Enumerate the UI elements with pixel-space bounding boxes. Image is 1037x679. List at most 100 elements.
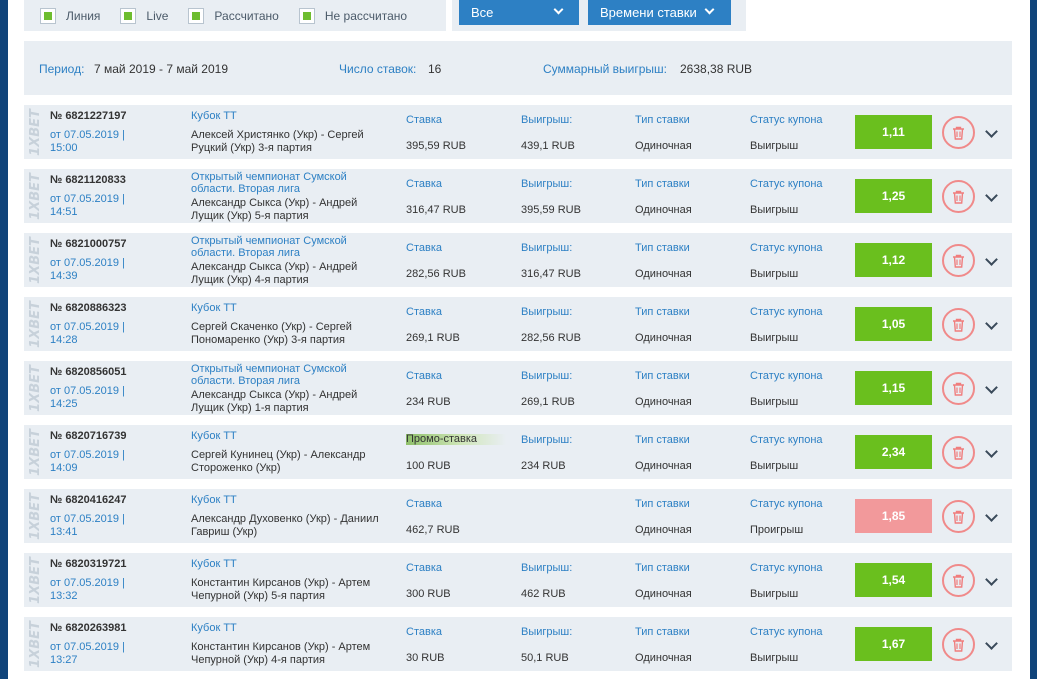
league-link[interactable]: Кубок ТТ [191,622,237,634]
expand-chevron-icon[interactable] [985,317,998,330]
bet-type-header: Тип ставки [635,434,690,446]
promo-badge: Промо-ставка [406,434,506,445]
bet-id: № 6820886323 [50,302,127,314]
delete-button[interactable] [942,564,975,597]
event-name: Константин Кирсанов (Укр) - Артем Чепурн… [191,577,371,602]
bet-row[interactable]: 1XBET № 6821227197 от 07.05.2019 | 15:00 Ку… [24,105,1012,159]
stake-value: 300 RUB [406,588,451,600]
delete-button[interactable] [942,308,975,341]
event-name: Константин Кирсанов (Укр) - Артем Чепурн… [191,641,371,666]
win-value: 316,47 RUB [521,268,581,280]
brand-logo-text: 1XBET [27,556,43,604]
filter-line[interactable]: Линия [40,7,100,24]
delete-button[interactable] [942,180,975,213]
stake-value: 269,1 RUB [406,332,460,344]
bet-row[interactable]: 1XBET № 6820716739 от 07.05.2019 | 14:09 Ку… [24,425,1012,479]
stake-header: Ставка [406,626,442,638]
trash-icon [952,254,965,268]
league-link[interactable]: Открытый чемпионат Сумской области. Втор… [191,171,347,195]
win-value: 282,56 RUB [521,332,581,344]
coupon-status-header: Статус купона [750,498,823,510]
odds-badge: 1,12 [855,243,932,277]
odds-badge: 1,85 [855,499,932,533]
filter-unsettled-checkbox[interactable] [298,7,315,24]
delete-button[interactable] [942,244,975,277]
delete-button[interactable] [942,372,975,405]
odds-badge: 1,54 [855,563,932,597]
win-header: Выигрыш: [521,434,573,446]
stake-header: Ставка [406,178,442,190]
event-name: Александр Сыкса (Укр) - Андрей Лущик (Ук… [191,389,358,414]
coupon-status-header: Статус купона [750,562,823,574]
delete-button[interactable] [942,116,975,149]
event-name: Александр Сыкса (Укр) - Андрей Лущик (Ук… [191,197,358,222]
delete-button[interactable] [942,500,975,533]
filter-live[interactable]: Live [120,7,168,24]
league-link[interactable]: Открытый чемпионат Сумской области. Втор… [191,235,347,259]
stake-header: Ставка [406,306,442,318]
brand-logo-text: 1XBET [27,620,43,668]
bet-type-header: Тип ставки [635,498,690,510]
trash-icon [952,446,965,460]
bet-type-value: Одиночная [635,204,692,216]
event-name: Сергей Кунинец (Укр) - Александр Стороже… [191,449,366,474]
brand-logo-text: 1XBET [27,236,43,284]
event-name: Сергей Скаченко (Укр) - Сергей Пономарен… [191,321,352,346]
win-header: Выигрыш: [521,306,573,318]
bet-row[interactable]: 1XBET № 6820886323 от 07.05.2019 | 14:28 Ку… [24,297,1012,351]
bet-type-value: Одиночная [635,396,692,408]
bet-row[interactable]: 1XBET № 6821120833 от 07.05.2019 | 14:51 От… [24,169,1012,223]
expand-chevron-icon[interactable] [985,509,998,522]
bet-date: от 07.05.2019 | 14:09 [50,449,125,474]
bet-type-value: Одиночная [635,460,692,472]
trash-icon [952,382,965,396]
bet-type-header: Тип ставки [635,242,690,254]
bet-row[interactable]: 1XBET № 6821000757 от 07.05.2019 | 14:39 От… [24,233,1012,287]
bet-type-value: Одиночная [635,524,692,536]
bet-date: от 07.05.2019 | 14:39 [50,257,125,282]
bet-row[interactable]: 1XBET № 6820319721 от 07.05.2019 | 13:32 Ку… [24,553,1012,607]
league-link[interactable]: Кубок ТТ [191,430,237,442]
league-link[interactable]: Открытый чемпионат Сумской области. Втор… [191,363,347,387]
event-name: Александр Духовенко (Укр) - Даниил Гаври… [191,513,379,538]
expand-chevron-icon[interactable] [985,125,998,138]
league-link[interactable]: Кубок ТТ [191,302,237,314]
expand-chevron-icon[interactable] [985,445,998,458]
event-name: Алексей Христянко (Укр) - Сергей Руцкий … [191,129,364,154]
bet-date: от 07.05.2019 | 14:28 [50,321,125,346]
filter-settled[interactable]: Рассчитано [188,7,279,24]
coupon-status-value: Выигрыш [750,588,799,600]
expand-chevron-icon[interactable] [985,253,998,266]
trash-icon [952,190,965,204]
league-link[interactable]: Кубок ТТ [191,110,237,122]
summary-bar: Период: 7 май 2019 - 7 май 2019 Число ст… [24,41,1012,95]
bet-row[interactable]: 1XBET № 6820416247 от 07.05.2019 | 13:41 Ку… [24,489,1012,543]
filter-settled-checkbox[interactable] [188,7,205,24]
league-link[interactable]: Кубок ТТ [191,558,237,570]
bet-type-select[interactable]: Все [459,0,579,25]
delete-button[interactable] [942,628,975,661]
filter-unsettled[interactable]: Не рассчитано [298,7,407,24]
expand-chevron-icon[interactable] [985,381,998,394]
delete-button[interactable] [942,436,975,469]
bet-date: от 07.05.2019 | 13:27 [50,641,125,666]
expand-chevron-icon[interactable] [985,573,998,586]
bet-row[interactable]: 1XBET № 6820263981 от 07.05.2019 | 13:27 Ку… [24,617,1012,671]
league-link[interactable]: Кубок ТТ [191,494,237,506]
bet-type-select-value: Все [471,5,494,20]
filter-line-checkbox[interactable] [40,7,56,24]
select-bar: Все Времени ставки [452,0,746,31]
sort-time-select-value: Времени ставки [600,5,697,20]
coupon-status-value: Выигрыш [750,140,799,152]
expand-chevron-icon[interactable] [985,637,998,650]
expand-chevron-icon[interactable] [985,189,998,202]
brand-logo: 1XBET [27,363,43,413]
bet-type-header: Тип ставки [635,626,690,638]
event-name: Александр Сыкса (Укр) - Андрей Лущик (Ук… [191,261,358,286]
bet-row[interactable]: 1XBET № 6820856051 от 07.05.2019 | 14:25 От… [24,361,1012,415]
sort-time-select[interactable]: Времени ставки [588,0,731,25]
coupon-status-value: Выигрыш [750,268,799,280]
filter-bar: Линия Live Рассчитано Не рассчитано [24,0,446,31]
win-header: Выигрыш: [521,626,573,638]
filter-live-checkbox[interactable] [120,7,137,24]
